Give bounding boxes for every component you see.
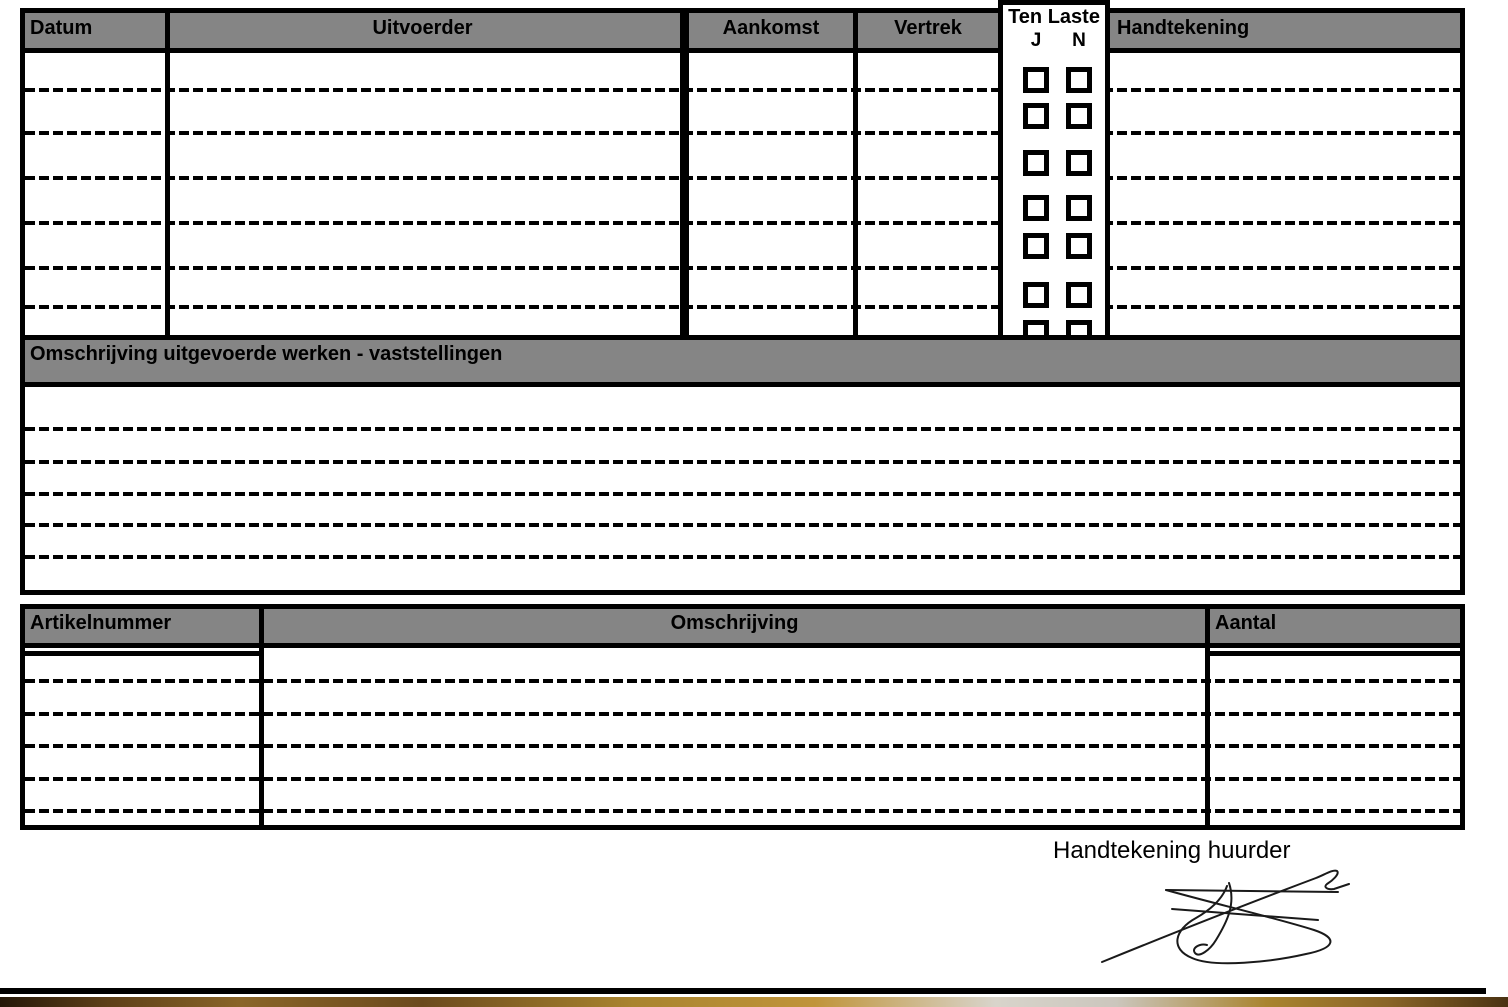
dotted-line — [25, 131, 1460, 135]
checkbox-nee[interactable] — [1066, 195, 1092, 221]
cell-top-border — [25, 651, 259, 656]
visit-row[interactable] — [25, 92, 1460, 131]
checkbox-nee[interactable] — [1066, 320, 1092, 335]
dotted-line — [25, 176, 1460, 180]
signature-label: Handtekening huurder — [1053, 837, 1291, 864]
column-divider — [259, 648, 264, 825]
column-header-artikelnummer: Artikelnummer — [30, 612, 172, 634]
article-row[interactable] — [25, 781, 1460, 809]
column-divider — [1205, 648, 1210, 825]
works-section-body — [20, 387, 1465, 595]
checkbox-nee[interactable] — [1066, 103, 1092, 129]
checkbox-ja[interactable] — [1023, 67, 1049, 93]
column-divider — [680, 13, 689, 335]
article-row[interactable] — [25, 813, 1460, 825]
column-header-handtekening: Handtekening — [1117, 17, 1250, 39]
dotted-line — [25, 523, 1460, 527]
bottom-rule — [0, 988, 1486, 994]
visits-table-header — [25, 13, 1460, 53]
article-row[interactable] — [25, 683, 1460, 712]
articles-table-header: Artikelnummer Omschrijving Aantal — [20, 604, 1465, 648]
column-divider — [165, 13, 170, 335]
works-line[interactable] — [25, 527, 1460, 555]
dotted-line — [25, 305, 1460, 309]
ten-laste-header: Ten Laste — [1008, 6, 1100, 28]
visit-row[interactable] — [25, 58, 1460, 88]
column-header-vertrek: Vertrek — [894, 17, 962, 39]
works-section-title: Omschrijving uitgevoerde werken - vastst… — [30, 343, 503, 365]
checkbox-ja[interactable] — [1023, 233, 1049, 259]
works-line[interactable] — [25, 464, 1460, 492]
dotted-line — [25, 744, 1460, 748]
dotted-line — [25, 712, 1460, 716]
column-header-datum: Datum — [30, 17, 93, 39]
ten-laste-nee-header: N — [1072, 30, 1086, 51]
signature-scribble — [1101, 869, 1350, 965]
checkbox-nee[interactable] — [1066, 67, 1092, 93]
dotted-line — [25, 555, 1460, 559]
works-line[interactable] — [25, 387, 1460, 427]
desk-edge-strip — [0, 997, 1508, 1007]
dotted-line — [25, 809, 1460, 813]
column-divider — [853, 13, 858, 335]
dotted-line — [25, 221, 1460, 225]
visit-row[interactable] — [25, 180, 1460, 221]
works-line[interactable] — [25, 559, 1460, 585]
visits-table: Datum Uitvoerder Aankomst Vertrek Handte… — [20, 8, 1465, 340]
works-section-header: Omschrijving uitgevoerde werken - vastst… — [20, 340, 1465, 387]
ten-laste-ja-header: J — [1030, 30, 1042, 51]
article-row[interactable] — [25, 716, 1460, 744]
visit-row[interactable] — [25, 309, 1460, 335]
column-header-omschrijving: Omschrijving — [670, 612, 799, 634]
works-line[interactable] — [25, 496, 1460, 523]
checkbox-ja[interactable] — [1023, 103, 1049, 129]
dotted-line — [25, 679, 1460, 683]
dotted-line — [25, 427, 1460, 431]
checkbox-ja[interactable] — [1023, 320, 1049, 335]
cell-top-border — [1210, 651, 1460, 656]
dotted-line — [25, 266, 1460, 270]
checkbox-ja[interactable] — [1023, 150, 1049, 176]
visit-row[interactable] — [25, 135, 1460, 176]
column-header-uitvoerder: Uitvoerder — [372, 17, 473, 39]
article-row[interactable] — [25, 748, 1460, 777]
visit-row[interactable] — [25, 225, 1460, 266]
works-line[interactable] — [25, 431, 1460, 460]
articles-table-body — [20, 648, 1465, 830]
column-divider — [259, 609, 264, 643]
checkbox-nee[interactable] — [1066, 282, 1092, 308]
checkbox-nee[interactable] — [1066, 233, 1092, 259]
visit-row[interactable] — [25, 270, 1460, 305]
checkbox-ja[interactable] — [1023, 282, 1049, 308]
dotted-line — [25, 460, 1460, 464]
article-row[interactable] — [25, 656, 1460, 679]
dotted-line — [25, 777, 1460, 781]
dotted-line — [25, 492, 1460, 496]
column-header-aankomst: Aankomst — [722, 17, 820, 39]
checkbox-ja[interactable] — [1023, 195, 1049, 221]
column-divider — [1205, 609, 1210, 643]
dotted-line — [25, 88, 1460, 92]
column-header-aantal: Aantal — [1215, 612, 1277, 634]
ten-laste-column: Ten Laste J N — [998, 0, 1110, 340]
checkbox-nee[interactable] — [1066, 150, 1092, 176]
